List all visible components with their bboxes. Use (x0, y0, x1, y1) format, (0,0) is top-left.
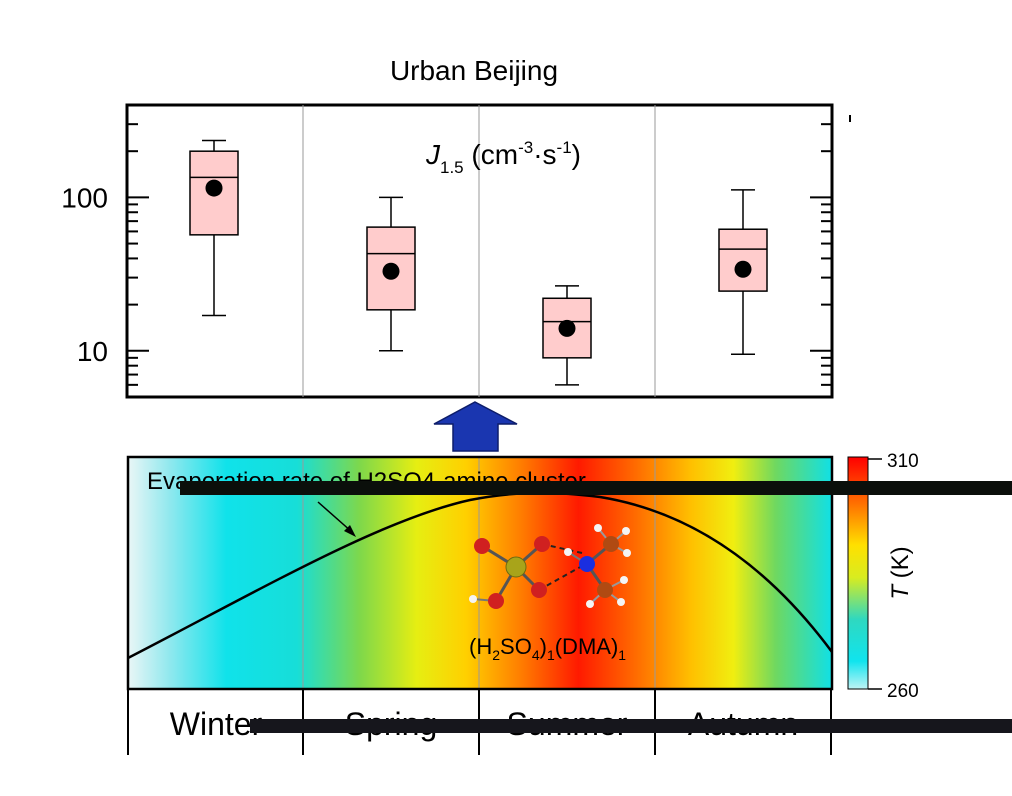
annotation-pointer (317, 501, 353, 533)
render-artifact-bar (180, 481, 1012, 495)
temperature-gradient (128, 457, 832, 689)
mean-marker (734, 260, 752, 278)
rate-annotation: J1.5 (cm-3·s-1) (425, 138, 581, 177)
season-label-winter: Winter (170, 706, 263, 742)
y-tick-label: 100 (61, 182, 108, 213)
mean-marker (558, 319, 576, 337)
mean-marker (205, 179, 223, 197)
box-autumn (718, 189, 768, 355)
arrowhead-icon (344, 525, 356, 537)
box-plot-panel: 100 10 J1.5 (cm-3·s-1) (61, 103, 851, 399)
colorbar-scale (847, 456, 869, 690)
molecule-illustration (469, 524, 631, 609)
up-arrow-icon (433, 401, 518, 452)
iqr-box (366, 226, 416, 311)
chart-title: Urban Beijing (390, 55, 558, 86)
mean-marker (382, 262, 400, 280)
boxes (189, 139, 768, 386)
iqr-box (718, 228, 768, 292)
colorbar-max-label: 310 (887, 451, 919, 472)
y-axis-ticks: 100 10 (61, 104, 832, 398)
molecule-label: (H2SO4)1(DMA)1 (469, 634, 626, 663)
box-winter (189, 139, 239, 317)
box-spring (366, 196, 416, 352)
temperature-panel: Evaporation rate of H2SO4-amine cluster (126, 455, 834, 691)
temperature-colorbar: 310 260 T (K) (847, 451, 919, 702)
render-artifact-bar (250, 719, 1012, 733)
box-summer (542, 285, 592, 386)
colorbar-title: T (K) (887, 546, 914, 599)
colorbar-min-label: 260 (887, 681, 919, 702)
y-tick-label: 10 (77, 336, 108, 367)
